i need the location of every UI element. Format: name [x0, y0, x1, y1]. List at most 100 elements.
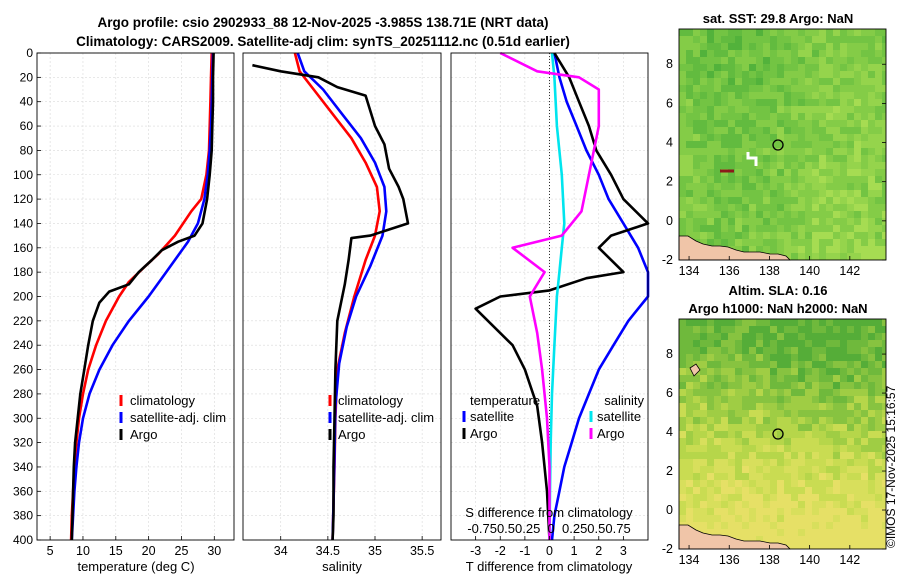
field-cell	[791, 225, 798, 232]
field-cell	[847, 43, 854, 50]
field-cell	[777, 417, 784, 424]
field-cell	[833, 368, 840, 375]
field-cell	[679, 211, 686, 218]
field-cell	[819, 319, 826, 326]
field-cell	[833, 197, 840, 204]
field-cell	[861, 169, 868, 176]
field-cell	[742, 141, 749, 148]
field-cell	[784, 211, 791, 218]
field-cell	[770, 417, 777, 424]
field-cell	[805, 183, 812, 190]
field-cell	[833, 36, 840, 43]
field-cell	[805, 445, 812, 452]
field-cell	[819, 218, 826, 225]
field-cell	[714, 99, 721, 106]
field-cell	[882, 326, 886, 333]
field-cell	[882, 333, 886, 340]
field-cell	[868, 99, 875, 106]
field-cell	[735, 218, 742, 225]
field-cell	[868, 183, 875, 190]
field-cell	[854, 410, 861, 417]
field-cell	[742, 508, 749, 515]
y-tick-label: 340	[13, 460, 33, 474]
field-cell	[826, 106, 833, 113]
field-cell	[833, 85, 840, 92]
field-cell	[861, 417, 868, 424]
field-cell	[763, 445, 770, 452]
field-cell	[875, 190, 882, 197]
y-tick-label: 280	[13, 387, 33, 401]
field-cell	[707, 480, 714, 487]
field-cell	[777, 536, 784, 543]
field-cell	[707, 43, 714, 50]
field-cell	[728, 64, 735, 71]
field-cell	[721, 57, 728, 64]
field-cell	[735, 71, 742, 78]
field-cell	[763, 183, 770, 190]
field-cell	[854, 92, 861, 99]
field-cell	[707, 99, 714, 106]
field-cell	[861, 466, 868, 473]
field-cell	[812, 382, 819, 389]
field-cell	[749, 410, 756, 417]
field-cell	[812, 225, 819, 232]
field-cell	[847, 176, 854, 183]
field-cell	[756, 183, 763, 190]
field-cell	[763, 501, 770, 508]
field-cell	[756, 141, 763, 148]
field-cell	[770, 232, 777, 239]
field-cell	[882, 85, 886, 92]
field-cell	[812, 71, 819, 78]
field-cell	[854, 183, 861, 190]
field-cell	[686, 211, 693, 218]
field-cell	[805, 319, 812, 326]
field-cell	[749, 78, 756, 85]
field-cell	[700, 64, 707, 71]
sal-legend-climatology: climatology	[338, 393, 404, 408]
field-cell	[735, 36, 742, 43]
field-cell	[833, 29, 840, 36]
field-cell	[735, 417, 742, 424]
field-cell	[700, 473, 707, 480]
field-cell	[875, 225, 882, 232]
field-cell	[875, 246, 882, 253]
field-cell	[847, 515, 854, 522]
field-cell	[805, 162, 812, 169]
field-cell	[819, 176, 826, 183]
field-cell	[735, 141, 742, 148]
field-cell	[847, 347, 854, 354]
field-cell	[882, 452, 886, 459]
field-cell	[819, 134, 826, 141]
field-cell	[882, 515, 886, 522]
field-cell	[763, 354, 770, 361]
field-cell	[700, 113, 707, 120]
field-cell	[833, 536, 840, 543]
field-cell	[714, 515, 721, 522]
field-cell	[882, 501, 886, 508]
field-cell	[763, 396, 770, 403]
field-cell	[826, 78, 833, 85]
field-cell	[742, 487, 749, 494]
field-cell	[840, 29, 847, 36]
field-cell	[770, 354, 777, 361]
field-cell	[700, 85, 707, 92]
field-cell	[798, 354, 805, 361]
map-y-tick-label: 6	[666, 96, 673, 110]
field-cell	[875, 211, 882, 218]
field-cell	[819, 438, 826, 445]
field-cell	[707, 487, 714, 494]
field-cell	[805, 155, 812, 162]
field-cell	[833, 99, 840, 106]
field-cell	[693, 487, 700, 494]
field-cell	[679, 50, 686, 57]
field-cell	[868, 43, 875, 50]
field-cell	[840, 239, 847, 246]
field-cell	[693, 141, 700, 148]
y-tick-label: 180	[13, 265, 33, 279]
field-cell	[770, 197, 777, 204]
series-argo	[252, 63, 410, 541]
field-cell	[721, 148, 728, 155]
field-cell	[868, 106, 875, 113]
field-cell	[833, 459, 840, 466]
field-cell	[819, 501, 826, 508]
